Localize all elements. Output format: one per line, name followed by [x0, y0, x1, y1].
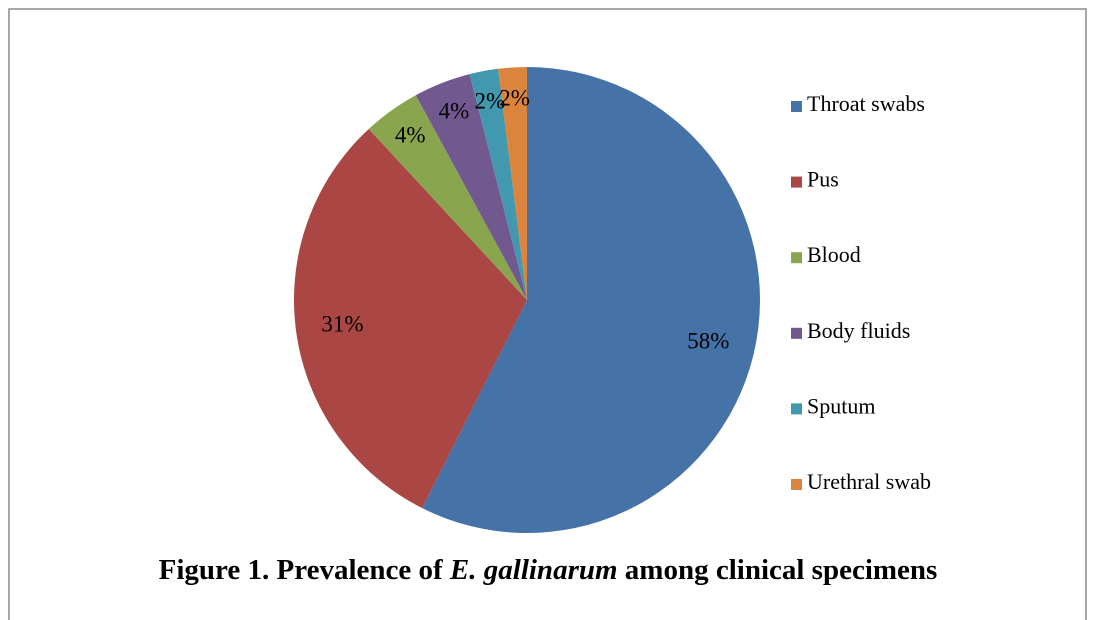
legend-label: Urethral swab [807, 469, 931, 494]
title-part: Figure 1. Prevalence of [159, 554, 450, 586]
title-part: E. gallinarum [449, 554, 618, 586]
pie-slice [415, 74, 527, 300]
data-label: 4% [395, 122, 426, 147]
frame [8, 8, 1087, 620]
legend-swatch [791, 101, 802, 112]
legend-swatch [791, 403, 802, 415]
legend-label: Blood [807, 242, 861, 267]
legend-label: Throat swabs [807, 91, 925, 116]
pie-slice [422, 67, 761, 533]
legend-swatch [791, 479, 802, 490]
legend-swatch [791, 176, 802, 188]
title-part: among clinical specimens [618, 554, 938, 586]
data-label: 31% [321, 311, 363, 336]
pie-slice [469, 68, 527, 300]
legend-label: Pus [807, 167, 839, 192]
chart-title: Figure 1. Prevalence of E. gallinarum am… [159, 554, 938, 586]
legend: Throat swabs Pus Blood Body fluids Sputum Ure… [791, 91, 931, 494]
legend-swatch [791, 327, 802, 339]
legend-swatch [791, 252, 802, 264]
data-label: 2% [499, 85, 530, 110]
data-label: 2% [474, 88, 505, 113]
data-label: 4% [439, 99, 470, 124]
legend-label: Sputum [807, 393, 875, 418]
pie [293, 67, 761, 533]
pie-slice [368, 95, 527, 300]
pie-slice [498, 67, 527, 300]
pie-slice [293, 128, 527, 509]
data-label: 58% [687, 328, 729, 353]
legend-label: Body fluids [807, 318, 910, 343]
